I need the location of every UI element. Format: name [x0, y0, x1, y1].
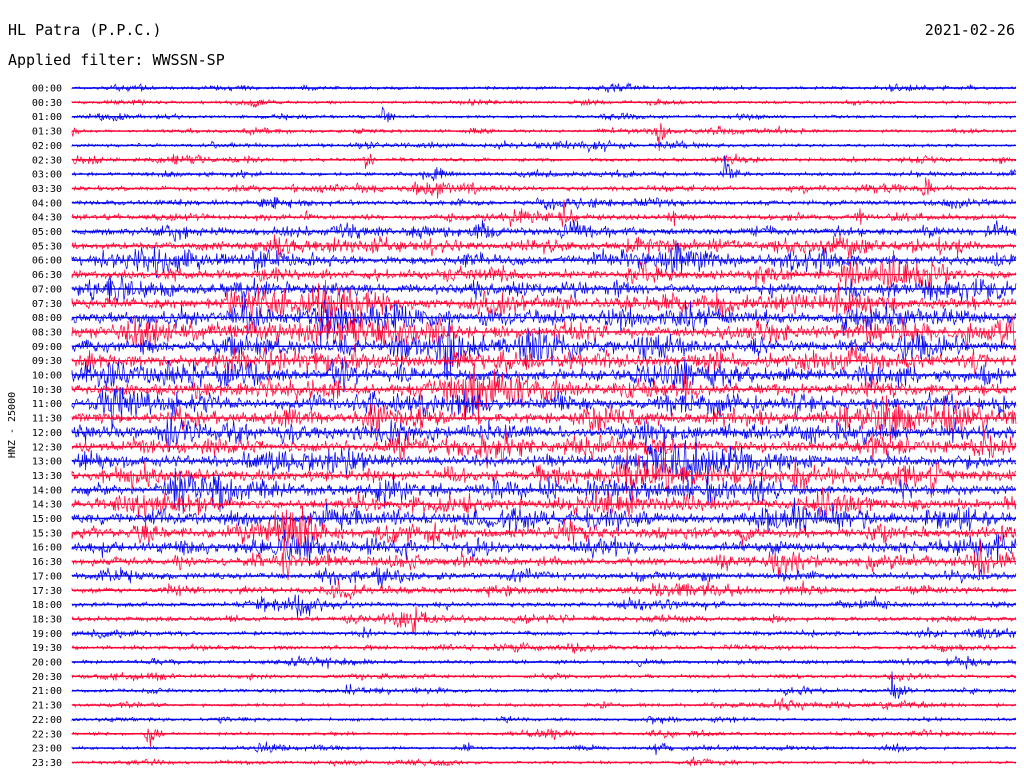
time-label: 16:00 [32, 543, 62, 554]
time-label: 00:30 [32, 98, 62, 109]
time-label: 23:30 [32, 758, 62, 769]
time-label: 17:00 [32, 571, 62, 582]
time-label: 10:00 [32, 371, 62, 382]
trace-0700 [71, 275, 1017, 304]
time-label: 03:00 [32, 170, 62, 181]
filter-label: Applied filter: WWSSN-SP [8, 51, 225, 69]
time-label: 19:00 [32, 629, 62, 640]
trace-0100 [71, 106, 1017, 123]
time-label: 09:00 [32, 342, 62, 353]
trace-0500 [71, 219, 1017, 242]
time-label: 20:30 [32, 672, 62, 683]
trace-1330 [71, 446, 1017, 503]
time-label: 15:30 [32, 528, 62, 539]
time-label: 02:00 [32, 141, 62, 152]
channel-label: HNZ - 25000 [7, 392, 18, 458]
time-label: 13:00 [32, 457, 62, 468]
time-label: 12:00 [32, 428, 62, 439]
time-label: 01:30 [32, 127, 62, 138]
time-label: 11:30 [32, 414, 62, 425]
trace-0400 [71, 196, 1017, 211]
time-label: 18:00 [32, 600, 62, 611]
time-label: 00:00 [32, 84, 62, 95]
time-label: 03:30 [32, 184, 62, 195]
time-label: 06:00 [32, 256, 62, 267]
trace-1400 [71, 467, 1017, 514]
time-label: 07:00 [32, 284, 62, 295]
trace-1030 [71, 365, 1017, 425]
time-label: 12:30 [32, 442, 62, 453]
time-label: 16:30 [32, 557, 62, 568]
time-label: 04:00 [32, 198, 62, 209]
trace-1230 [71, 426, 1017, 469]
station-title: HL Patra (P.P.C.) [8, 21, 162, 39]
time-label: 10:30 [32, 385, 62, 396]
date-label: 2021-02-26 [924, 21, 1015, 39]
trace-1800 [71, 594, 1017, 618]
trace-2200 [71, 715, 1017, 725]
trace-1000 [71, 357, 1017, 393]
time-label: 21:30 [32, 701, 62, 712]
time-label: 14:00 [32, 485, 62, 496]
time-label: 21:00 [32, 686, 62, 697]
trace-2230 [71, 728, 1017, 748]
time-label: 02:30 [32, 155, 62, 166]
trace-1700 [71, 566, 1017, 589]
time-label: 05:00 [32, 227, 62, 238]
time-label: 07:30 [32, 299, 62, 310]
trace-2330 [71, 756, 1017, 768]
time-label: 01:00 [32, 112, 62, 123]
time-label: 20:00 [32, 658, 62, 669]
trace-0630 [71, 250, 1017, 291]
time-label: 19:30 [32, 643, 62, 654]
time-label: 06:30 [32, 270, 62, 281]
trace-1600 [71, 529, 1017, 567]
trace-0930 [71, 343, 1017, 378]
trace-0230 [71, 153, 1017, 169]
trace-0900 [71, 318, 1017, 381]
time-label: 05:30 [32, 241, 62, 252]
trace-0800 [71, 294, 1017, 347]
time-label: 22:30 [32, 729, 62, 740]
time-label: 08:30 [32, 327, 62, 338]
time-label: 08:00 [32, 313, 62, 324]
trace-0030 [71, 98, 1017, 108]
time-label: 11:00 [32, 399, 62, 410]
time-label: 14:30 [32, 500, 62, 511]
trace-0200 [71, 139, 1017, 154]
trace-0530 [71, 234, 1017, 261]
time-label: 13:30 [32, 471, 62, 482]
time-axis-labels: 00:00 00:30 01:00 01:30 02:00 02:30 03:00 03:30… [32, 84, 62, 769]
trace-1500 [71, 497, 1017, 534]
time-label: 04:30 [32, 213, 62, 224]
time-label: 17:30 [32, 586, 62, 597]
time-label: 22:00 [32, 715, 62, 726]
trace-1830 [71, 606, 1017, 634]
time-label: 15:00 [32, 514, 62, 525]
time-label: 09:30 [32, 356, 62, 367]
time-label: 23:00 [32, 744, 62, 755]
trace-group [71, 82, 1017, 768]
time-label: 18:30 [32, 614, 62, 625]
